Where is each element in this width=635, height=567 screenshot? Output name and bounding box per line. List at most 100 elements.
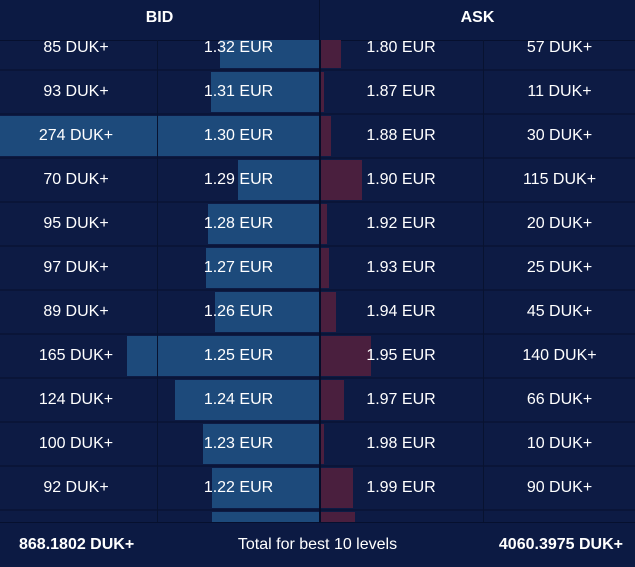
bid-quantity: 70 DUK+ — [43, 171, 109, 188]
ask-depth-bar — [320, 512, 355, 522]
bid-depth-bar — [127, 336, 319, 376]
order-book-row[interactable]: 124 DUK+ 1.24 EUR 1.97 EUR 66 DUK+ — [0, 378, 635, 423]
column-divider-bid — [157, 40, 158, 522]
ask-quantity: 115 DUK+ — [522, 171, 597, 188]
bid-quantity: 165 DUK+ — [38, 347, 114, 364]
bid-depth-bar — [212, 468, 319, 508]
column-divider-center — [319, 40, 321, 522]
bid-price: 1.26 EUR — [203, 303, 274, 320]
order-book[interactable]: 85 DUK+ 1.32 EUR 1.80 EUR 57 DUK+ 93 DUK+ 1.3… — [0, 40, 635, 522]
bid-price: 1.25 EUR — [203, 347, 274, 364]
bid-depth-bar — [211, 72, 319, 112]
bid-quantity: 95 DUK+ — [43, 215, 109, 232]
ask-price: 1.98 EUR — [366, 435, 436, 452]
ask-price: 1.90 EUR — [366, 171, 436, 188]
ask-quantity: 25 DUK+ — [526, 259, 593, 276]
bid-depth-bar — [0, 116, 319, 156]
ask-depth-bar — [320, 204, 327, 244]
bid-price: 1.32 EUR — [203, 40, 274, 56]
ask-depth-bar — [320, 40, 341, 68]
order-book-row[interactable]: 92 DUK+ 1.22 EUR 1.99 EUR 90 DUK+ — [0, 466, 635, 511]
ask-quantity: 20 DUK+ — [526, 215, 593, 232]
bid-depth-bar — [220, 40, 319, 68]
ask-price: 1.87 EUR — [366, 83, 436, 100]
column-divider-ask — [483, 40, 484, 522]
ask-depth-bar — [320, 160, 362, 200]
ask-price: 1.94 EUR — [366, 303, 436, 320]
ask-depth-bar — [320, 248, 329, 288]
ask-depth-bar — [320, 292, 336, 332]
bid-price: 1.29 EUR — [203, 171, 274, 188]
bid-quantity: 97 DUK+ — [43, 259, 109, 276]
ask-price — [320, 510, 482, 522]
bid-price: 1.22 EUR — [203, 479, 274, 496]
order-book-row[interactable]: 93 DUK+ 1.31 EUR 1.87 EUR 11 DUK+ — [0, 70, 635, 115]
ask-quantity: 10 DUK+ — [526, 435, 593, 452]
bid-quantity: 92 DUK+ — [43, 479, 109, 496]
row-divider — [0, 201, 635, 203]
bid-depth-bar — [203, 424, 319, 464]
totals-footer: Total for best 10 levels 868.1802 DUK+ 4… — [0, 522, 635, 564]
order-book-row[interactable] — [0, 510, 635, 522]
ask-price: 1.93 EUR — [366, 259, 436, 276]
row-divider — [0, 245, 635, 247]
order-book-row[interactable]: 95 DUK+ 1.28 EUR 1.92 EUR 20 DUK+ — [0, 202, 635, 247]
ask-price: 1.99 EUR — [366, 479, 436, 496]
ask-quantity: 45 DUK+ — [526, 303, 593, 320]
bid-price: 1.27 EUR — [203, 259, 274, 276]
row-divider — [0, 69, 635, 71]
ask-quantity: 11 DUK+ — [527, 83, 592, 100]
ask-depth-bar — [320, 116, 331, 156]
row-divider — [0, 509, 635, 511]
bid-price: 1.31 EUR — [203, 83, 274, 100]
ask-price: 1.92 EUR — [366, 215, 436, 232]
row-divider — [0, 333, 635, 335]
ask-depth-bar — [320, 424, 324, 464]
bid-quantity: 124 DUK+ — [38, 391, 114, 408]
totals-label: Total for best 10 levels — [237, 536, 398, 553]
ask-quantity — [484, 510, 635, 522]
bid-depth-bar — [215, 292, 319, 332]
bid-depth-bar — [208, 204, 319, 244]
ask-quantity: 66 DUK+ — [526, 391, 593, 408]
bid-quantity: 274 DUK+ — [38, 127, 114, 144]
bid-quantity: 93 DUK+ — [43, 83, 109, 100]
ask-depth-bar — [320, 72, 324, 112]
order-book-row[interactable]: 274 DUK+ 1.30 EUR 1.88 EUR 30 DUK+ — [0, 114, 635, 159]
row-divider — [0, 157, 635, 159]
row-divider — [0, 465, 635, 467]
bid-quantity: 89 DUK+ — [43, 303, 109, 320]
bid-quantity — [0, 510, 152, 522]
order-book-rows: 85 DUK+ 1.32 EUR 1.80 EUR 57 DUK+ 93 DUK+ 1.3… — [0, 40, 635, 522]
order-book-row[interactable]: 85 DUK+ 1.32 EUR 1.80 EUR 57 DUK+ — [0, 40, 635, 71]
row-divider — [0, 421, 635, 423]
ask-depth-bar — [320, 380, 344, 420]
order-book-row[interactable]: 165 DUK+ 1.25 EUR 1.95 EUR 140 DUK+ — [0, 334, 635, 379]
row-divider — [0, 377, 635, 379]
ask-price: 1.80 EUR — [366, 40, 436, 56]
bid-price: 1.23 EUR — [203, 435, 274, 452]
ask-depth-bar — [320, 336, 371, 376]
bid-price — [158, 510, 319, 522]
ask-depth-bar — [320, 468, 353, 508]
bid-price: 1.24 EUR — [203, 391, 274, 408]
bid-price: 1.30 EUR — [203, 127, 274, 144]
ask-quantity: 57 DUK+ — [526, 40, 593, 56]
bid-depth-bar — [238, 160, 319, 200]
order-book-row[interactable]: 89 DUK+ 1.26 EUR 1.94 EUR 45 DUK+ — [0, 290, 635, 335]
bid-depth-bar — [206, 248, 319, 288]
order-book-header: BID ASK — [0, 0, 635, 41]
order-book-row[interactable]: 97 DUK+ 1.27 EUR 1.93 EUR 25 DUK+ — [0, 246, 635, 291]
bid-total: 868.1802 DUK+ — [19, 536, 135, 553]
bid-quantity: 85 DUK+ — [43, 40, 109, 56]
bid-depth-bar — [212, 512, 319, 522]
bid-depth-bar — [175, 380, 319, 420]
ask-price: 1.95 EUR — [366, 347, 436, 364]
header-divider — [319, 0, 320, 40]
ask-total: 4060.3975 DUK+ — [498, 536, 623, 553]
row-divider — [0, 289, 635, 291]
ask-column-header: ASK — [460, 9, 495, 26]
order-book-row[interactable]: 100 DUK+ 1.23 EUR 1.98 EUR 10 DUK+ — [0, 422, 635, 467]
bid-price: 1.28 EUR — [203, 215, 274, 232]
order-book-row[interactable]: 70 DUK+ 1.29 EUR 1.90 EUR 115 DUK+ — [0, 158, 635, 203]
